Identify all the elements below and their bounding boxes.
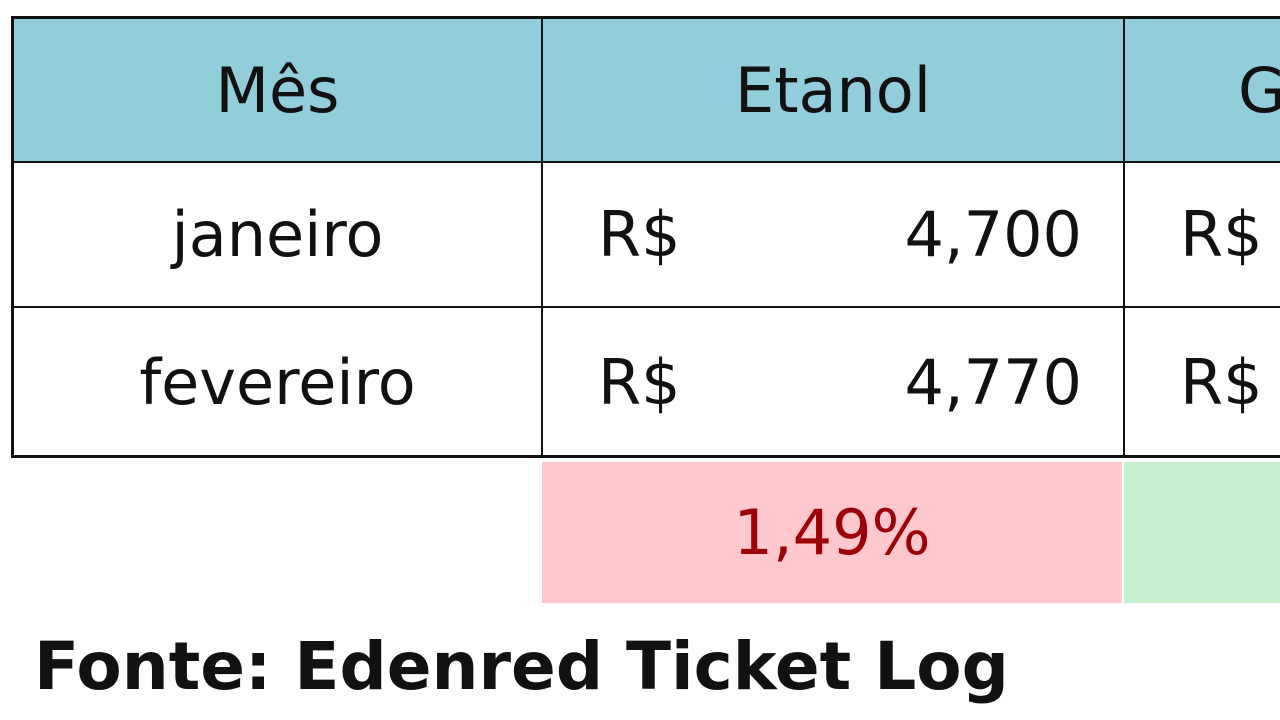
- border: [11, 16, 14, 458]
- border: [11, 306, 1280, 308]
- header-cell: G: [1124, 18, 1280, 162]
- border: [11, 455, 1280, 458]
- currency-cell: R$: [598, 345, 681, 419]
- variation-cell: [1124, 462, 1280, 603]
- border: [1123, 16, 1125, 458]
- price-cell: 4,770: [904, 345, 1083, 419]
- border: [11, 16, 1280, 19]
- month-cell: janeiro: [171, 198, 384, 271]
- border: [11, 161, 1280, 163]
- currency-cell: R$: [1180, 198, 1263, 271]
- currency-cell: R$: [598, 198, 681, 271]
- header-cell: Mês: [13, 18, 542, 162]
- header-cell: Etanol: [542, 18, 1124, 162]
- currency-cell: R$: [1180, 345, 1263, 419]
- price-cell: 4,700: [904, 198, 1083, 271]
- variation-cell: 1,49%: [542, 462, 1122, 603]
- month-cell: fevereiro: [139, 345, 416, 419]
- border: [541, 16, 543, 458]
- source-note: Fonte: Edenred Ticket Log: [34, 628, 1009, 705]
